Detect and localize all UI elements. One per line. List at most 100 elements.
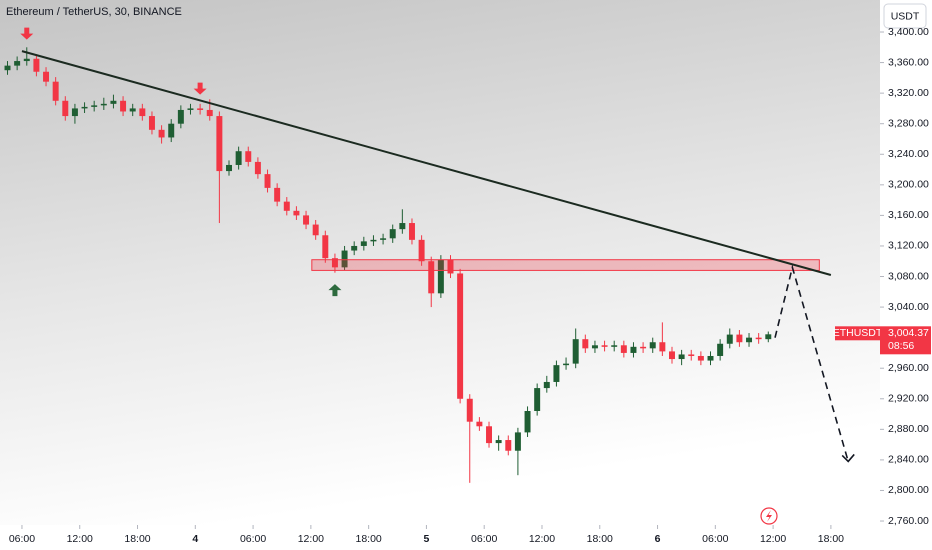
trendline: [21, 50, 832, 276]
countdown-label: 08:56: [888, 340, 914, 352]
icon-bolt[interactable]: [766, 510, 772, 522]
candle-body: [226, 164, 232, 172]
candle-body: [245, 151, 252, 162]
projection-path: [774, 264, 849, 462]
candle-body: [457, 273, 464, 399]
candle-body: [81, 106, 88, 109]
candle-body: [563, 363, 570, 366]
y-tick-label: 2,960.00: [888, 362, 929, 374]
candle-body: [283, 201, 290, 211]
candle-body: [341, 250, 348, 268]
y-tick-label: 2,840.00: [888, 454, 929, 466]
lightning-icon[interactable]: [760, 507, 778, 525]
candle-body: [630, 346, 637, 353]
y-tick-label: 3,320.00: [888, 87, 929, 99]
x-tick-label: 12:00: [298, 533, 324, 545]
y-tick-label: 2,800.00: [888, 484, 929, 496]
y-tick-label: 2,760.00: [888, 515, 929, 527]
candle-body: [582, 339, 589, 349]
candle-body: [505, 440, 512, 451]
candle-body: [640, 346, 647, 349]
candle-body: [14, 61, 21, 66]
candle-body: [726, 334, 733, 344]
x-tick-label: 12:00: [67, 533, 93, 545]
x-tick-label: 18:00: [356, 533, 382, 545]
candle-body: [534, 388, 541, 411]
down-arrow-marker: [193, 82, 207, 95]
candle-body: [52, 81, 59, 101]
candle-body: [755, 337, 762, 340]
last-price-label: 3,004.37: [888, 327, 929, 339]
symbol-tag-label: ETHUSDT: [833, 327, 883, 339]
candle-body: [495, 440, 502, 444]
candle-body: [620, 345, 627, 353]
price-scale-background: [880, 0, 932, 550]
candle-body: [312, 224, 319, 236]
candle-body: [476, 421, 483, 427]
x-tick-label: 18:00: [587, 533, 613, 545]
candle-body: [688, 354, 695, 356]
candle-body: [447, 259, 454, 274]
candle-body: [428, 261, 435, 294]
currency-button[interactable]: [883, 3, 927, 29]
candle-body: [399, 223, 406, 230]
candle-body: [746, 337, 753, 343]
candle-body: [235, 151, 242, 165]
candle-body: [62, 100, 69, 117]
candle-body: [659, 342, 666, 352]
candle-body: [110, 100, 117, 104]
candle-body: [331, 258, 338, 268]
candle-body: [43, 71, 50, 82]
candle-body: [437, 259, 444, 294]
plot-layer: [4, 27, 855, 483]
candle-body: [408, 223, 415, 240]
candle-body: [611, 345, 618, 347]
resistance-zone: [311, 259, 820, 271]
candle-body: [466, 398, 473, 422]
candle-body: [678, 354, 685, 360]
y-tick-label: 3,200.00: [888, 179, 929, 191]
x-tick-label: 06:00: [9, 533, 35, 545]
candle-body: [4, 65, 11, 71]
candle-body: [669, 351, 675, 360]
candle-body: [389, 229, 396, 239]
x-tick-label: 5: [423, 533, 429, 545]
x-tick-label: 06:00: [471, 533, 497, 545]
candle-body: [736, 334, 743, 343]
candle-body: [177, 109, 184, 124]
candle-body: [129, 108, 136, 112]
candle-body: [216, 116, 223, 172]
up-arrow-marker: [328, 284, 342, 297]
x-tick-label: 06:00: [240, 533, 266, 545]
candle-body: [543, 381, 550, 389]
candle-body: [148, 116, 155, 130]
candle-body: [100, 103, 107, 106]
candle-body: [486, 426, 493, 444]
candle-body: [264, 174, 271, 188]
candle-body: [572, 339, 579, 364]
y-tick-label: 2,920.00: [888, 393, 929, 405]
currency-button-label[interactable]: USDT: [891, 10, 920, 22]
candle-body: [187, 108, 194, 110]
y-tick-label: 3,080.00: [888, 270, 929, 282]
x-tick-label: 18:00: [124, 533, 150, 545]
candle-body: [370, 239, 377, 242]
candle-body: [322, 235, 329, 259]
candle-body: [351, 245, 358, 251]
candle-body: [91, 105, 98, 107]
candle-body: [120, 100, 127, 112]
candle-body: [514, 432, 521, 451]
y-tick-label: 3,120.00: [888, 240, 929, 252]
y-tick-label: 3,160.00: [888, 209, 929, 221]
y-tick-label: 3,240.00: [888, 148, 929, 160]
x-tick-label: 6: [655, 533, 661, 545]
y-tick-label: 3,280.00: [888, 117, 929, 129]
y-tick-label: 3,360.00: [888, 56, 929, 68]
candle-body: [303, 215, 310, 225]
down-arrow-marker: [20, 27, 34, 40]
candle-body: [697, 355, 704, 361]
candle-body: [380, 238, 387, 240]
last-price-tag: [880, 326, 931, 355]
candle-body: [168, 123, 175, 138]
